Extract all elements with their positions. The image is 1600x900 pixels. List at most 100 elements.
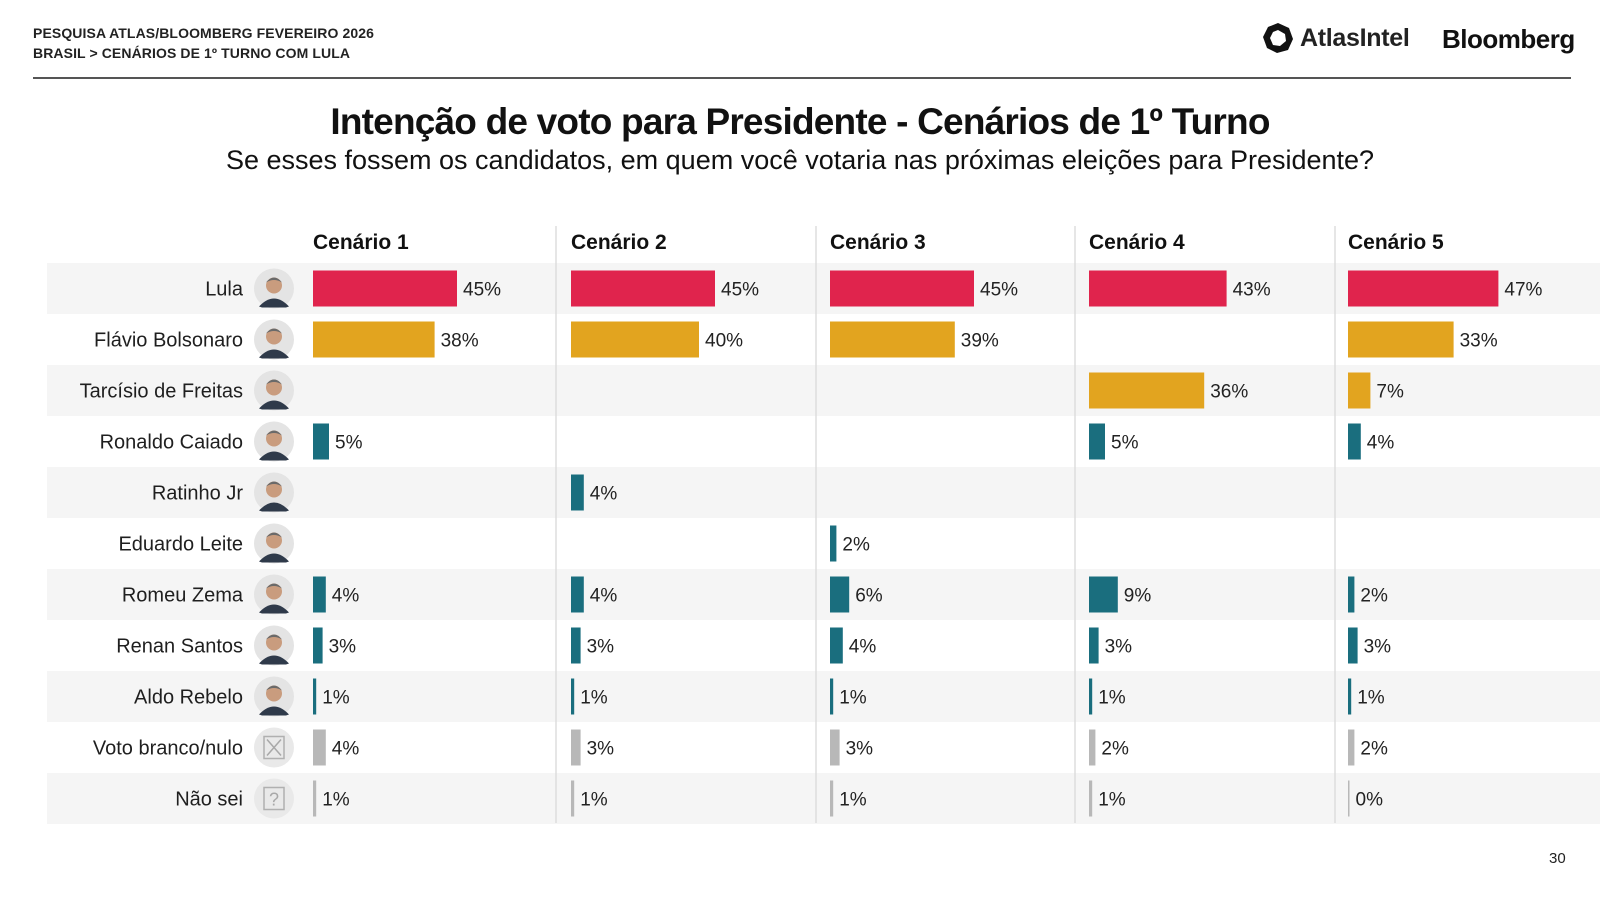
leite-portrait-icon-face: [266, 532, 282, 549]
survey-title: PESQUISA ATLAS/BLOOMBERG FEVEREIRO 2026: [33, 25, 374, 41]
value-label: 3%: [1364, 637, 1392, 658]
candidate-label: Romeu Zema: [122, 585, 244, 607]
atlasintel-mark-icon: [1263, 23, 1293, 53]
bar: [313, 423, 329, 460]
row-band: [47, 569, 1600, 620]
value-label: 1%: [322, 790, 350, 811]
bar: [830, 576, 850, 613]
lula-portrait-icon-face: [266, 277, 282, 294]
value-label: 43%: [1233, 280, 1271, 301]
aldo-portrait-icon-face: [266, 685, 282, 702]
renan-portrait-icon-shoulders: [259, 655, 289, 665]
bar: [830, 678, 834, 715]
chart-title: Intenção de voto para Presidente - Cenár…: [330, 101, 1270, 142]
caiado-portrait-icon-hair: [266, 430, 282, 436]
bar: [830, 270, 974, 307]
zema-portrait-icon-shoulders: [259, 604, 289, 614]
ratinho-portrait-icon-hair: [266, 481, 282, 487]
tarcisio-portrait-icon-face: [266, 379, 282, 396]
candidate-label: Ronaldo Caiado: [100, 432, 243, 454]
value-label: 45%: [463, 280, 501, 301]
zema-portrait-icon-face: [266, 583, 282, 600]
renan-portrait-icon-face: [266, 634, 282, 651]
zema-portrait-icon-hair: [266, 583, 282, 589]
value-label: 3%: [846, 739, 874, 760]
renan-portrait-icon-hair: [266, 634, 282, 640]
candidate-label: Flávio Bolsonaro: [94, 330, 243, 352]
bar: [1089, 627, 1099, 664]
ratinho-portrait-icon-face: [266, 481, 282, 498]
row-band: [47, 773, 1600, 824]
atlasintel-logo: AtlasIntel: [1262, 22, 1410, 54]
value-label: 33%: [1460, 331, 1498, 352]
page-number: 30: [1549, 850, 1566, 867]
bar: [1089, 576, 1118, 613]
value-label: 4%: [332, 586, 360, 607]
scenario-header: Cenário 5: [1348, 231, 1444, 254]
value-label: 1%: [839, 790, 867, 811]
value-label: 3%: [587, 637, 615, 658]
bar: [313, 729, 326, 766]
bar: [830, 780, 834, 817]
bar: [1348, 270, 1499, 307]
flavio-portrait-icon-shoulders: [259, 349, 289, 359]
candidate-label: Tarcísio de Freitas: [80, 381, 243, 403]
tarcisio-portrait-icon-hair: [266, 379, 282, 385]
bar: [571, 474, 584, 511]
chart-subtitle: Se esses fossem os candidatos, em quem v…: [225, 145, 1375, 175]
bar: [830, 321, 955, 358]
value-label: 5%: [335, 433, 363, 454]
aldo-portrait-icon-hair: [266, 685, 282, 691]
bar: [571, 321, 699, 358]
value-label: 39%: [961, 331, 999, 352]
bar: [1348, 576, 1355, 613]
value-label: 4%: [590, 586, 618, 607]
bar: [313, 321, 435, 358]
value-label: 5%: [1111, 433, 1139, 454]
value-label: 45%: [721, 280, 759, 301]
bar: [1089, 270, 1227, 307]
scenario-header: Cenário 2: [571, 231, 667, 254]
question-mark-icon-glyph: ?: [269, 790, 279, 810]
flavio-portrait-icon-face: [266, 328, 282, 345]
value-label: 0%: [1356, 790, 1384, 811]
bar: [1348, 627, 1358, 664]
bar: [1348, 678, 1352, 715]
bar: [1089, 372, 1205, 409]
bar: [1089, 423, 1105, 460]
value-label: 4%: [332, 739, 360, 760]
bar: [1348, 780, 1350, 817]
bar: [830, 627, 843, 664]
bar: [313, 678, 317, 715]
bar: [313, 627, 323, 664]
question-mark-icon-frame: [263, 786, 285, 811]
row-band: [47, 263, 1600, 314]
bar: [313, 270, 457, 307]
value-label: 36%: [1210, 382, 1248, 403]
value-label: 1%: [1098, 688, 1126, 709]
bar: [313, 780, 317, 817]
value-label: 1%: [839, 688, 867, 709]
ballot-x-icon-stroke: [266, 739, 282, 756]
caiado-portrait-icon-shoulders: [259, 451, 289, 461]
ballot-x-icon-frame: [263, 735, 285, 760]
breadcrumb-path: BRASIL > CENÁRIOS DE 1º TURNO COM LULA: [33, 45, 351, 61]
value-label: 4%: [590, 484, 618, 505]
value-label: 2%: [1360, 739, 1388, 760]
value-label: 2%: [1101, 739, 1129, 760]
value-label: 4%: [849, 637, 877, 658]
value-label: 3%: [329, 637, 357, 658]
value-label: 2%: [842, 535, 870, 556]
bar: [571, 270, 715, 307]
value-label: 38%: [441, 331, 479, 352]
bar: [1089, 678, 1093, 715]
breadcrumb: PESQUISA ATLAS/BLOOMBERG FEVEREIRO 2026 …: [33, 23, 374, 63]
aldo-portrait-icon-shoulders: [259, 706, 289, 716]
leite-portrait-icon-hair: [266, 532, 282, 538]
ratinho-portrait-icon-shoulders: [259, 502, 289, 512]
value-label: 1%: [580, 688, 608, 709]
candidate-label: Eduardo Leite: [118, 534, 243, 556]
bar: [313, 576, 326, 613]
value-label: 6%: [855, 586, 883, 607]
